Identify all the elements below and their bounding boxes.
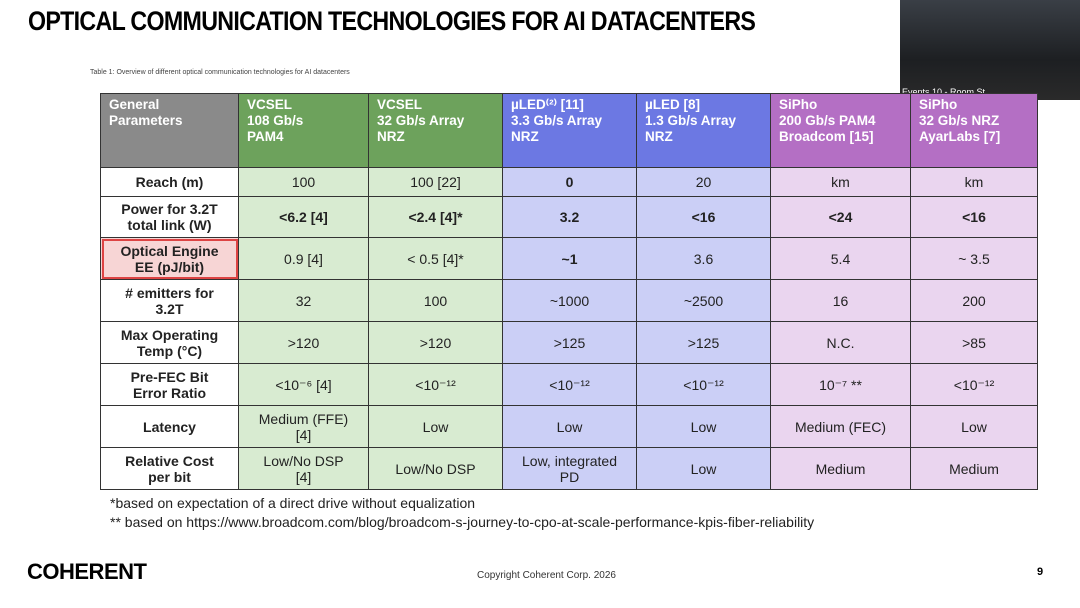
table-cell: Medium [770,447,911,490]
table-cell: Low, integrated PD [502,447,637,490]
table-cell: 3.6 [636,237,771,280]
table-cell: km [910,167,1038,197]
table-cell: Medium (FEC) [770,405,911,448]
table-cell: < 0.5 [4]* [368,237,503,280]
row-header: Reach (m) [100,167,239,197]
copyright: Copyright Coherent Corp. 2026 [477,570,616,581]
table-cell: Low [502,405,637,448]
column-header: General Parameters [100,93,239,168]
table-cell: 20 [636,167,771,197]
table-cell: Low [636,405,771,448]
table-cell: N.C. [770,321,911,364]
table-cell: ~1 [502,237,637,280]
table-cell: <10⁻⁶ [4] [238,363,369,406]
column-header: SiPho 200 Gb/s PAM4 Broadcom [15] [770,93,911,168]
row-header: Pre-FEC Bit Error Ratio [100,363,239,406]
row-header: Power for 3.2T total link (W) [100,196,239,238]
video-thumbnail [900,0,1080,100]
row-header: Latency [100,405,239,448]
table-cell: 32 [238,279,369,322]
table-cell: 10⁻⁷ ** [770,363,911,406]
table-cell: Low [636,447,771,490]
table-cell: 200 [910,279,1038,322]
table-cell: ~2500 [636,279,771,322]
row-header: Max Operating Temp (°C) [100,321,239,364]
table-cell: >125 [502,321,637,364]
table-cell: ~ 3.5 [910,237,1038,280]
table-cell: >85 [910,321,1038,364]
table-cell: <24 [770,196,911,238]
table-cell: Low [368,405,503,448]
table-cell: 16 [770,279,911,322]
table-cell: 100 [238,167,369,197]
slide-title: OPTICAL COMMUNICATION TECHNOLOGIES FOR A… [28,6,756,36]
comparison-table: General Parameters VCSEL 108 Gb/s PAM4 VCS… [100,93,1038,490]
column-header: VCSEL 108 Gb/s PAM4 [238,93,369,168]
table-cell: <10⁻¹² [502,363,637,406]
row-header: # emitters for 3.2T [100,279,239,322]
column-header: VCSEL 32 Gb/s Array NRZ [368,93,503,168]
table-cell: <10⁻¹² [368,363,503,406]
table-cell: Low/No DSP [4] [238,447,369,490]
row-header: Optical Engine EE (pJ/bit) [100,237,239,280]
table-cell: 0 [502,167,637,197]
table-cell: <16 [636,196,771,238]
table-cell: Low [910,405,1038,448]
table-cell: >125 [636,321,771,364]
table-cell: km [770,167,911,197]
table-caption: Table 1: Overview of different optical c… [90,69,350,76]
table-cell: 0.9 [4] [238,237,369,280]
table-cell: <10⁻¹² [636,363,771,406]
table-cell: Medium (FFE) [4] [238,405,369,448]
table-cell: Low/No DSP [368,447,503,490]
footnote: *based on expectation of a direct drive … [110,495,476,511]
table-cell: 3.2 [502,196,637,238]
table-cell: Medium [910,447,1038,490]
table-cell: <6.2 [4] [238,196,369,238]
table-cell: <10⁻¹² [910,363,1038,406]
table-cell: ~1000 [502,279,637,322]
page-number: 9 [1037,566,1044,578]
video-label: Events 10 - Room St... [902,87,993,97]
table-cell: <2.4 [4]* [368,196,503,238]
table-cell: >120 [238,321,369,364]
logo: COHERENT [27,559,147,584]
table-cell: 5.4 [770,237,911,280]
column-header: µLED [8] 1.3 Gb/s Array NRZ [636,93,771,168]
footnote: ** based on https://www.broadcom.com/blo… [110,514,815,530]
table-cell: 100 [368,279,503,322]
column-header: µLED⁽²⁾ [11] 3.3 Gb/s Array NRZ [502,93,637,168]
table-cell: >120 [368,321,503,364]
table-cell: <16 [910,196,1038,238]
row-header: Relative Cost per bit [100,447,239,490]
column-header: SiPho 32 Gb/s NRZ AyarLabs [7] [910,93,1038,168]
table-cell: 100 [22] [368,167,503,197]
